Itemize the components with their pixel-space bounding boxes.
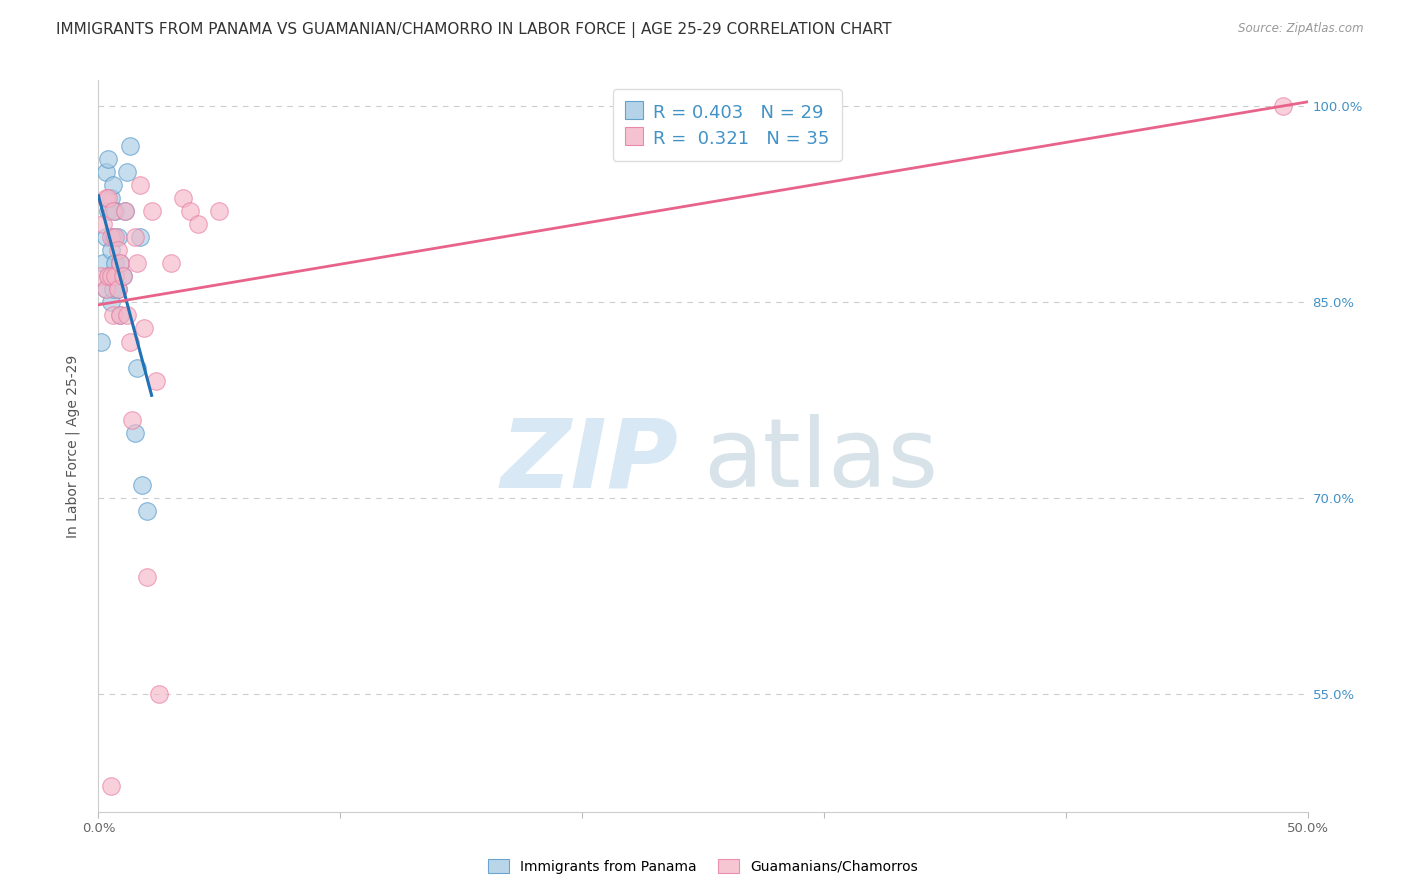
Text: IMMIGRANTS FROM PANAMA VS GUAMANIAN/CHAMORRO IN LABOR FORCE | AGE 25-29 CORRELAT: IMMIGRANTS FROM PANAMA VS GUAMANIAN/CHAM…: [56, 22, 891, 38]
Point: [97, 203, 120, 218]
Point: [131, 478, 153, 492]
Point: [124, 425, 146, 440]
Point: [127, 360, 149, 375]
Point: [117, 309, 139, 323]
Point: [1272, 99, 1295, 113]
Point: [134, 321, 156, 335]
Text: atlas: atlas: [703, 414, 938, 508]
Point: [128, 230, 150, 244]
Point: [94, 282, 117, 296]
Point: [94, 282, 117, 296]
Legend: R = 0.403   N = 29, R =  0.321   N = 35: R = 0.403 N = 29, R = 0.321 N = 35: [613, 89, 842, 161]
Point: [101, 178, 124, 192]
Point: [128, 178, 150, 192]
Point: [148, 687, 170, 701]
Point: [111, 269, 134, 284]
Point: [100, 243, 122, 257]
Point: [135, 504, 157, 518]
Point: [100, 269, 122, 284]
Point: [107, 230, 129, 244]
Point: [135, 569, 157, 583]
Point: [111, 269, 134, 284]
Point: [97, 269, 120, 284]
Point: [100, 295, 122, 310]
Point: [90, 334, 112, 349]
Point: [208, 203, 231, 218]
Point: [108, 309, 131, 323]
Point: [101, 309, 124, 323]
Point: [97, 191, 120, 205]
Point: [107, 282, 129, 296]
Point: [97, 152, 120, 166]
Point: [117, 165, 139, 179]
Point: [104, 256, 127, 270]
Point: [145, 374, 167, 388]
Point: [160, 256, 183, 270]
Point: [118, 334, 141, 349]
Point: [187, 217, 209, 231]
Point: [91, 217, 114, 231]
Point: [90, 269, 112, 284]
Point: [91, 256, 114, 270]
Point: [94, 165, 117, 179]
Point: [101, 203, 124, 218]
Point: [108, 256, 131, 270]
Point: [97, 269, 120, 284]
Point: [118, 138, 141, 153]
Point: [114, 203, 136, 218]
Point: [107, 282, 129, 296]
Point: [104, 203, 127, 218]
Point: [124, 230, 146, 244]
Point: [121, 413, 143, 427]
Y-axis label: In Labor Force | Age 25-29: In Labor Force | Age 25-29: [65, 354, 80, 538]
Legend: Immigrants from Panama, Guamanians/Chamorros: Immigrants from Panama, Guamanians/Chamo…: [481, 852, 925, 880]
Point: [101, 230, 124, 244]
Point: [100, 230, 122, 244]
Point: [127, 256, 149, 270]
Point: [179, 203, 201, 218]
Point: [114, 203, 136, 218]
Point: [172, 191, 194, 205]
Point: [104, 230, 127, 244]
Point: [101, 282, 124, 296]
Point: [100, 779, 122, 793]
Point: [100, 191, 122, 205]
Point: [108, 309, 131, 323]
Point: [108, 256, 131, 270]
Point: [94, 230, 117, 244]
Point: [94, 191, 117, 205]
Text: ZIP: ZIP: [501, 414, 679, 508]
Point: [141, 203, 163, 218]
Point: [107, 243, 129, 257]
Text: Source: ZipAtlas.com: Source: ZipAtlas.com: [1239, 22, 1364, 36]
Point: [104, 269, 127, 284]
